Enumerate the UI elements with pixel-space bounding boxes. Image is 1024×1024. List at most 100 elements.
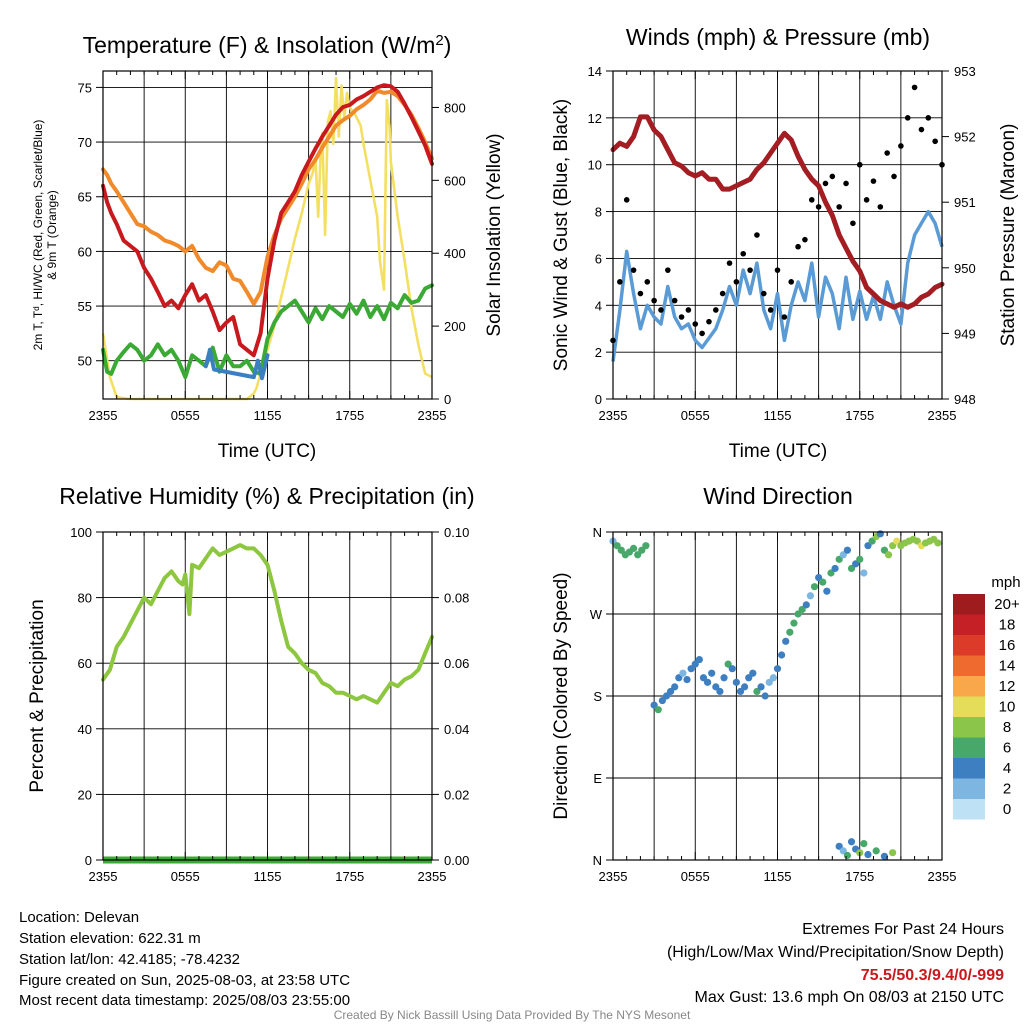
station-latlon: Station lat/lon: 42.4185; -78.4232 [19, 951, 240, 968]
y-tick-label: 0 [85, 853, 92, 868]
x-tick-label: 2355 [418, 408, 447, 423]
legend-label: 16 [999, 637, 1016, 654]
gust-point [665, 267, 671, 273]
gust-point [815, 204, 822, 210]
wind-direction-point [872, 847, 880, 855]
temperature-ticks: 2355 0555 1155 1755 2355 50 55 60 65 70 75 0 200 400 6… [78, 71, 466, 423]
y-tick-label: 70 [78, 135, 92, 150]
x-tick-label: 0555 [681, 869, 710, 884]
y-tick-label: 12 [588, 111, 602, 126]
legend-swatch [953, 778, 985, 799]
wind-direction-point [732, 678, 740, 686]
speed-legend: 20+ 18 16 14 12 10 8 6 4 2 0 [953, 594, 1020, 820]
gust-point [918, 126, 925, 133]
wind-direction-point [864, 850, 872, 859]
gust-point [808, 197, 815, 203]
gust-point [692, 321, 699, 327]
legend-label: 8 [1003, 719, 1011, 736]
legend-swatch [953, 799, 985, 820]
y-tick-label: 80 [78, 591, 92, 606]
temperature-x-label: Time (UTC) [218, 441, 317, 462]
extremes-title: Extremes For Past 24 Hours [802, 921, 1004, 938]
y-tick-label: 60 [78, 244, 92, 259]
max-gust: Max Gust: 13.6 mph On 08/03 at 2150 UTC [695, 989, 1005, 1006]
gust-point [788, 279, 795, 285]
sonic-wind-line [611, 209, 944, 362]
y-tick-label: W [590, 607, 603, 622]
x-tick-label: 0555 [681, 408, 710, 423]
gust-point [719, 290, 726, 297]
legend-label: 14 [999, 658, 1016, 675]
x-tick-label: 1155 [764, 408, 792, 423]
figure-created: Figure created on Sun, 2025-08-03, at 23… [19, 972, 350, 989]
legend-swatch [953, 635, 985, 656]
relative-humidity-line [101, 543, 434, 705]
temp-line [101, 83, 434, 358]
y-tick-label: 60 [78, 656, 92, 671]
wind-direction-point [847, 838, 856, 846]
x-tick-label: 2355 [928, 408, 957, 423]
y2-tick-label: 0.02 [444, 787, 469, 802]
y2-tick-label: 0.06 [444, 656, 469, 671]
y-tick-label: 55 [78, 299, 92, 314]
x-tick-label: 1155 [254, 408, 282, 423]
y2-tick-label: 950 [954, 261, 976, 276]
x-tick-label: 0555 [171, 869, 200, 884]
x-tick-label: 0555 [171, 408, 200, 423]
x-tick-label: 1155 [764, 869, 792, 884]
wind-direction-point [741, 683, 749, 691]
legend-label: 10 [999, 699, 1016, 716]
gust-point [891, 173, 897, 180]
wind-direction-point [642, 542, 650, 550]
wind-direction-point [720, 674, 728, 682]
winds-x-label: Time (UTC) [729, 441, 828, 462]
gust-point [760, 290, 767, 297]
legend-swatch [953, 717, 985, 738]
temperature-y-label-line2: & 9m T (Orange) [45, 190, 59, 280]
wind-direction-point [695, 655, 703, 664]
wind-direction-point [683, 676, 691, 684]
speed-legend-title: mph [991, 574, 1020, 591]
y-tick-label: E [593, 771, 602, 786]
gust-point [911, 84, 918, 91]
temp9m-line [101, 88, 434, 306]
temperature-y-label-line1: 2m T, Tᵈ, HI/WC (Red, Green, Scarlet/Blu… [31, 120, 45, 351]
x-tick-label: 1755 [335, 408, 364, 423]
wind-direction-panel: Wind Direction 2355 0555 1155 1755 2355NESWN… [551, 483, 1021, 884]
dewpoint-line [101, 283, 434, 380]
y2-tick-label: 951 [954, 195, 976, 210]
wind-direction-point [654, 706, 662, 714]
gust-point [658, 307, 664, 313]
extremes-subtitle: (High/Low/Max Wind/Precipitation/Snow De… [667, 944, 1004, 961]
y2-tick-label: 800 [444, 100, 466, 115]
gust-point [617, 279, 623, 285]
gust-point [651, 297, 657, 304]
legend-swatch [953, 737, 985, 758]
station-elevation: Station elevation: 622.31 m [19, 930, 201, 947]
heat_index-line [203, 347, 270, 381]
wind-direction-point [773, 665, 782, 673]
wind-direction-point [769, 674, 777, 682]
gust-point [925, 115, 932, 121]
wind-direction-point [629, 544, 638, 553]
gust-point [713, 307, 719, 313]
y2-tick-label: 949 [954, 326, 976, 341]
humidity-panel: Relative Humidity (%) & Precipitation (i… [27, 483, 475, 884]
legend-swatch [953, 676, 985, 697]
gust-point [644, 279, 651, 285]
y-tick-label: 100 [70, 525, 92, 540]
y2-tick-label: 200 [444, 319, 466, 334]
gust-point [877, 204, 884, 210]
y-tick-label: 10 [588, 158, 602, 173]
wind-direction-point [716, 687, 724, 696]
y-tick-label: 40 [78, 722, 92, 737]
x-tick-label: 2355 [928, 869, 957, 884]
station-info: Location: Delevan Station elevation: 622… [19, 909, 350, 1009]
x-tick-label: 2355 [599, 408, 628, 423]
wind-direction-y-label: Direction (Colored By Speed) [551, 572, 572, 819]
temperature-panel: Temperature (F) & Insolation (W/m2) 2355… [31, 32, 505, 463]
legend-label: 6 [1003, 740, 1011, 757]
station-location: Location: Delevan [19, 909, 139, 926]
